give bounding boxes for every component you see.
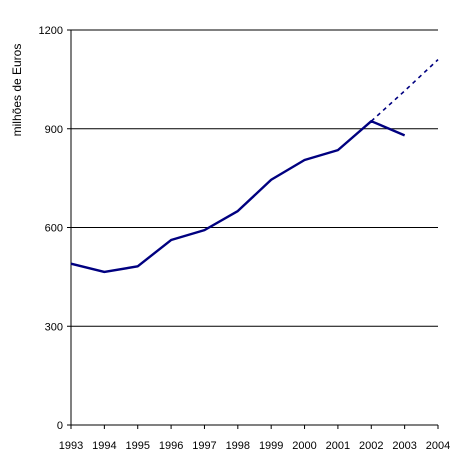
x-tick-label: 2002	[359, 440, 383, 452]
x-tick-label: 1993	[59, 440, 83, 452]
y-tick-label: 0	[57, 420, 63, 432]
gridlines	[71, 29, 438, 327]
y-tick-label: 600	[45, 223, 63, 235]
y-tick-label: 1200	[39, 25, 63, 37]
series-group	[70, 59, 439, 274]
x-tick-label: 2003	[392, 440, 416, 452]
y-tick-label: 900	[45, 124, 63, 136]
y-axis-ticks: 0 300 600 900 1200	[39, 25, 71, 432]
projection-series-line	[370, 59, 439, 122]
x-tick-label: 1999	[259, 440, 283, 452]
x-tick-label: 1995	[125, 440, 149, 452]
y-tick-label: 300	[45, 321, 63, 333]
x-tick-label: 2001	[326, 440, 350, 452]
x-tick-label: 1998	[226, 440, 250, 452]
x-tick-label: 2004	[426, 440, 450, 452]
y-axis-title: milhões de Euros	[10, 44, 24, 137]
x-axis-ticks: 1993 1994 1995 1996 1997 1998 1999 2000 2001 2002…	[59, 425, 450, 452]
x-tick-label: 1994	[92, 440, 116, 452]
actual-series-line	[70, 119, 406, 274]
x-tick-label: 1997	[192, 440, 216, 452]
x-tick-label: 1996	[159, 440, 183, 452]
x-tick-label: 2000	[292, 440, 316, 452]
